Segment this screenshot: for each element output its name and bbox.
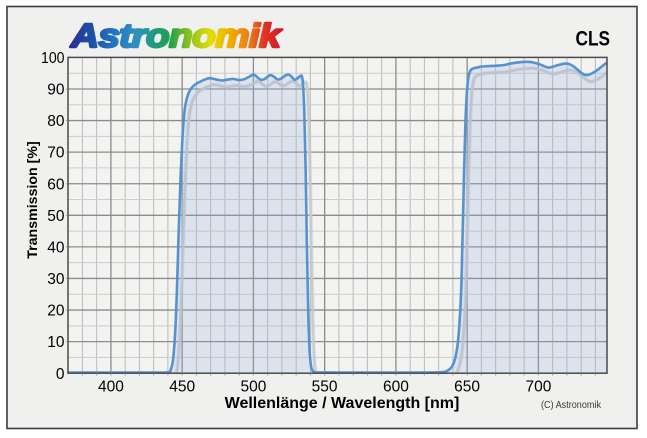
svg-text:550: 550 (312, 379, 338, 396)
svg-text:30: 30 (47, 271, 65, 288)
svg-text:500: 500 (240, 379, 266, 396)
svg-text:Astronomik: Astronomik (70, 18, 283, 55)
svg-text:400: 400 (98, 379, 124, 396)
svg-text:40: 40 (47, 240, 65, 257)
svg-text:Wellenlänge / Wavelength [nm]: Wellenlänge / Wavelength [nm] (225, 395, 460, 412)
svg-text:100: 100 (41, 50, 65, 67)
svg-text:10: 10 (47, 334, 65, 351)
svg-text:80: 80 (47, 113, 65, 130)
svg-text:600: 600 (383, 379, 409, 396)
svg-text:90: 90 (47, 82, 65, 99)
svg-text:CLS: CLS (576, 28, 611, 51)
svg-text:Transmission [%]: Transmission [%] (25, 141, 41, 258)
svg-text:60: 60 (47, 176, 65, 193)
svg-text:650: 650 (454, 379, 480, 396)
svg-text:450: 450 (169, 379, 195, 396)
svg-text:70: 70 (47, 145, 65, 162)
svg-text:20: 20 (47, 303, 65, 320)
svg-text:0: 0 (56, 366, 65, 383)
svg-text:700: 700 (525, 379, 551, 396)
svg-text:(C) Astronomik: (C) Astronomik (541, 399, 602, 411)
svg-text:50: 50 (47, 208, 65, 225)
